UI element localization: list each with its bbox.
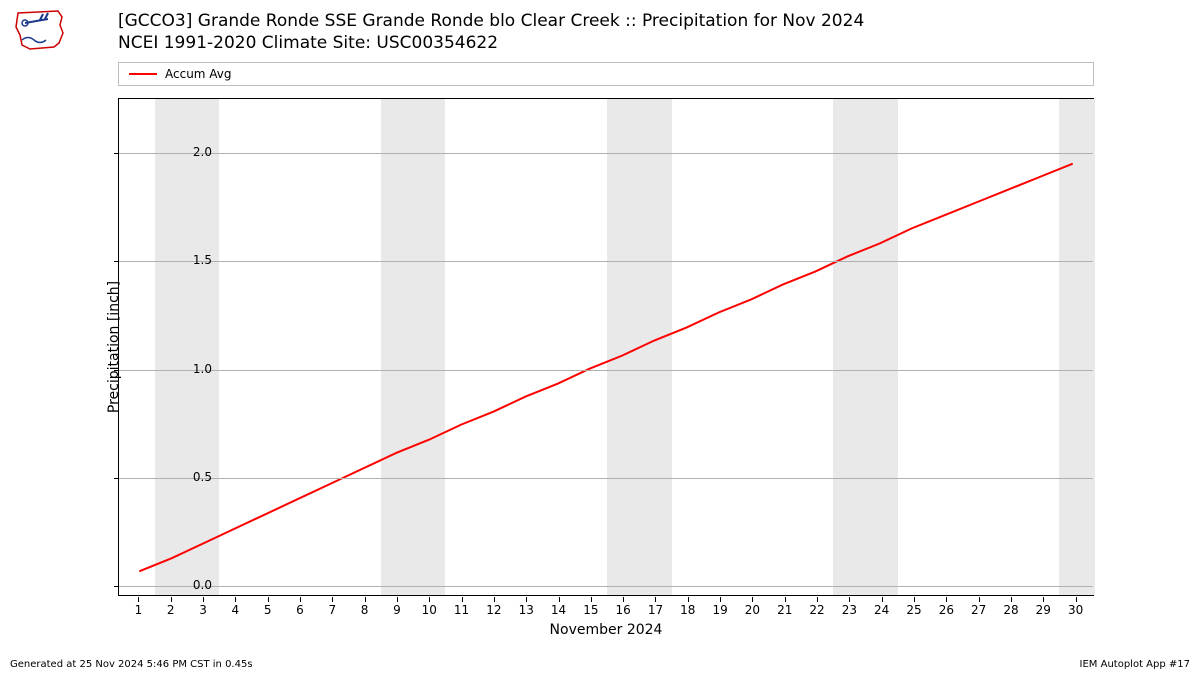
xtick-label: 16 (616, 603, 631, 617)
xtick-label: 21 (777, 603, 792, 617)
xtick-label: 5 (264, 603, 272, 617)
gridline (119, 153, 1093, 154)
x-axis-label: November 2024 (550, 622, 663, 638)
xtick-label: 24 (874, 603, 889, 617)
xtick-label: 1 (135, 603, 143, 617)
xtick-label: 29 (1036, 603, 1051, 617)
gridline (119, 370, 1093, 371)
ytick-label: 1.5 (172, 253, 212, 267)
ytick-mark (114, 153, 119, 154)
xtick-mark (817, 597, 818, 602)
data-line (119, 99, 1093, 595)
xtick-mark (720, 597, 721, 602)
xtick-mark (623, 597, 624, 602)
xtick-mark (785, 597, 786, 602)
y-axis-label: Precipitation [inch] (106, 281, 122, 413)
xtick-label: 14 (551, 603, 566, 617)
xtick-mark (203, 597, 204, 602)
title-line1: [GCCO3] Grande Ronde SSE Grande Ronde bl… (118, 10, 864, 32)
chart-title: [GCCO3] Grande Ronde SSE Grande Ronde bl… (118, 10, 864, 54)
xtick-label: 4 (232, 603, 240, 617)
footer-generated: Generated at 25 Nov 2024 5:46 PM CST in … (10, 659, 253, 670)
ytick-label: 2.0 (172, 145, 212, 159)
xtick-label: 27 (971, 603, 986, 617)
xtick-mark (882, 597, 883, 602)
ytick-label: 0.5 (172, 470, 212, 484)
xtick-mark (946, 597, 947, 602)
xtick-label: 22 (809, 603, 824, 617)
xtick-mark (171, 597, 172, 602)
xtick-label: 2 (167, 603, 175, 617)
gridline (119, 478, 1093, 479)
xtick-mark (462, 597, 463, 602)
xtick-label: 30 (1068, 603, 1083, 617)
xtick-mark (1076, 597, 1077, 602)
plot-area: 1234567891011121314151617181920212223242… (118, 98, 1094, 596)
xtick-label: 7 (328, 603, 336, 617)
xtick-mark (1011, 597, 1012, 602)
xtick-mark (494, 597, 495, 602)
ytick-mark (114, 261, 119, 262)
xtick-mark (235, 597, 236, 602)
xtick-label: 15 (583, 603, 598, 617)
xtick-label: 12 (486, 603, 501, 617)
xtick-mark (429, 597, 430, 602)
xtick-label: 11 (454, 603, 469, 617)
xtick-mark (914, 597, 915, 602)
xtick-label: 19 (712, 603, 727, 617)
xtick-mark (1043, 597, 1044, 602)
xtick-mark (655, 597, 656, 602)
xtick-label: 20 (745, 603, 760, 617)
ytick-label: 1.0 (172, 362, 212, 376)
xtick-mark (268, 597, 269, 602)
xtick-label: 3 (199, 603, 207, 617)
xtick-mark (138, 597, 139, 602)
xtick-label: 18 (680, 603, 695, 617)
gridline (119, 586, 1093, 587)
ytick-label: 0.0 (172, 578, 212, 592)
xtick-mark (332, 597, 333, 602)
xtick-mark (849, 597, 850, 602)
xtick-label: 26 (939, 603, 954, 617)
ytick-mark (114, 478, 119, 479)
xtick-mark (526, 597, 527, 602)
xtick-label: 9 (393, 603, 401, 617)
xtick-label: 13 (519, 603, 534, 617)
xtick-mark (300, 597, 301, 602)
legend-label: Accum Avg (165, 67, 232, 81)
xtick-mark (979, 597, 980, 602)
xtick-label: 8 (361, 603, 369, 617)
iem-logo (10, 5, 70, 55)
xtick-label: 25 (906, 603, 921, 617)
legend-swatch (129, 73, 157, 75)
series-line (139, 164, 1072, 572)
xtick-mark (397, 597, 398, 602)
xtick-label: 17 (648, 603, 663, 617)
ytick-mark (114, 586, 119, 587)
footer-app: IEM Autoplot App #17 (1080, 659, 1190, 670)
xtick-mark (688, 597, 689, 602)
xtick-mark (365, 597, 366, 602)
xtick-label: 23 (842, 603, 857, 617)
xtick-mark (752, 597, 753, 602)
xtick-mark (559, 597, 560, 602)
legend: Accum Avg (118, 62, 1094, 86)
xtick-label: 10 (422, 603, 437, 617)
xtick-label: 28 (1003, 603, 1018, 617)
gridline (119, 261, 1093, 262)
xtick-mark (591, 597, 592, 602)
title-line2: NCEI 1991-2020 Climate Site: USC00354622 (118, 32, 864, 54)
xtick-label: 6 (296, 603, 304, 617)
